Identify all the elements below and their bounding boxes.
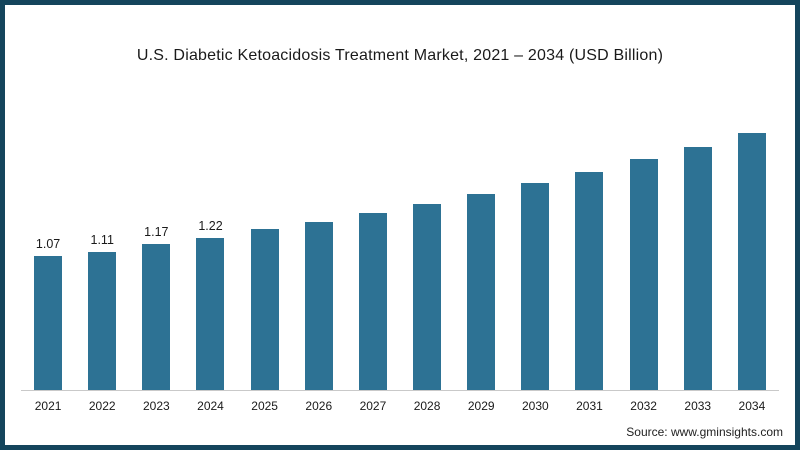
x-tick-label-2031: 2031 xyxy=(576,399,603,413)
x-tick-label-2029: 2029 xyxy=(467,399,495,413)
bar-2028 xyxy=(413,204,442,390)
bar-2030 xyxy=(521,182,550,390)
bar-value-label: 1.17 xyxy=(144,225,169,240)
bar-column-2033 xyxy=(671,103,725,390)
bar-value-label: 1.07 xyxy=(35,237,61,252)
bar-2031 xyxy=(575,171,604,390)
x-tick-label-2033: 2033 xyxy=(684,399,712,413)
bar-2026 xyxy=(304,221,333,390)
bar-column-2032 xyxy=(617,103,671,390)
bar-2024 xyxy=(196,237,225,390)
bar-2027 xyxy=(358,212,387,390)
bar-column-2024: 1.22 xyxy=(183,103,237,390)
bar-value-label: 1.22 xyxy=(198,218,223,233)
bar-2032 xyxy=(629,159,658,390)
bar-2029 xyxy=(467,194,496,390)
bar-column-2029 xyxy=(454,103,508,390)
bars-row: 1.07 1.11 1.17 1.22 xyxy=(21,103,779,391)
x-tick-label-2026: 2026 xyxy=(305,399,333,413)
bar-column-2027 xyxy=(346,103,400,390)
x-tick-label-2021: 2021 xyxy=(34,399,62,413)
bar-2034 xyxy=(737,132,766,390)
x-tick-label-2024: 2024 xyxy=(197,399,224,413)
bar-2033 xyxy=(683,146,712,390)
chart-title: U.S. Diabetic Ketoacidosis Treatment Mar… xyxy=(136,47,664,64)
x-tick-label-2025: 2025 xyxy=(251,399,278,413)
bar-2021 xyxy=(34,256,63,390)
bar-column-2028 xyxy=(400,103,454,390)
bar-column-2025 xyxy=(238,103,292,390)
x-tick-label-2028: 2028 xyxy=(413,399,441,413)
x-tick-label-2022: 2022 xyxy=(88,399,116,413)
plot-area: 1.07 1.11 1.17 1.22 2021 2022 2023 2024 2025 202… xyxy=(21,103,779,413)
bar-2023 xyxy=(142,244,171,390)
bar-2022 xyxy=(88,251,117,390)
x-tick-label-2032: 2032 xyxy=(630,399,657,413)
x-tick-label-2030: 2030 xyxy=(521,399,549,413)
source-credit: Source: www.gminsights.com xyxy=(626,425,783,439)
x-axis-tick-row: 2021 2022 2023 2024 2025 2026 2027 2028 2029 2030… xyxy=(21,399,779,413)
bar-column-2026 xyxy=(292,103,346,390)
bar-column-2023: 1.17 xyxy=(129,103,183,390)
bar-column-2034 xyxy=(725,103,779,390)
bar-2025 xyxy=(250,229,279,390)
x-tick-label-2023: 2023 xyxy=(143,399,170,413)
bar-value-label: 1.11 xyxy=(90,232,114,247)
bar-column-2022: 1.11 xyxy=(75,103,129,390)
x-tick-label-2034: 2034 xyxy=(738,399,766,413)
x-tick-label-2027: 2027 xyxy=(359,399,387,413)
bar-column-2021: 1.07 xyxy=(21,103,75,390)
bar-column-2031 xyxy=(562,103,616,390)
bar-column-2030 xyxy=(508,103,562,390)
